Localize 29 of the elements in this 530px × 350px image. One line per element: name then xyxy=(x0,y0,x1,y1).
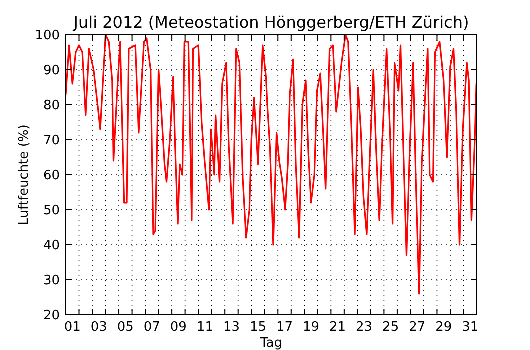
x-axis-title: Tag xyxy=(259,336,283,350)
x-tick-label: 23 xyxy=(356,320,373,335)
y-tick-label: 80 xyxy=(43,98,60,114)
x-tick-label: 07 xyxy=(144,320,160,335)
x-tick-label: 27 xyxy=(409,320,426,335)
y-axis-title: Luftfeuchte (%) xyxy=(17,124,32,226)
x-tick-label: 19 xyxy=(303,320,320,335)
y-tick-label: 90 xyxy=(43,64,60,79)
x-tick-label: 29 xyxy=(436,320,452,335)
y-tick-label: 20 xyxy=(43,308,60,324)
y-tick-label: 40 xyxy=(43,238,60,254)
x-tick-label: 03 xyxy=(90,320,108,335)
y-tick-label: 70 xyxy=(43,134,60,149)
x-tick-label: 01 xyxy=(64,320,81,335)
y-tick-label: 100 xyxy=(35,28,60,44)
y-tick-label: 30 xyxy=(43,274,60,289)
x-tick-label: 21 xyxy=(330,320,346,335)
chart-title: Juli 2012 (Meteostation Hönggerberg/ETH Zürich) xyxy=(72,13,470,32)
x-tick-label: 17 xyxy=(276,320,294,335)
x-tick-label: 05 xyxy=(117,320,134,335)
y-tick-label: 60 xyxy=(43,168,60,184)
x-tick-label: 09 xyxy=(170,320,187,335)
x-tick-label: 15 xyxy=(250,320,267,335)
line-series xyxy=(65,34,478,295)
x-tick-label: 31 xyxy=(462,320,479,335)
x-tick-label: 11 xyxy=(196,320,214,335)
y-tick-label: 50 xyxy=(43,204,60,219)
x-tick-label: 13 xyxy=(223,320,240,335)
x-tick-label: 25 xyxy=(382,320,400,335)
